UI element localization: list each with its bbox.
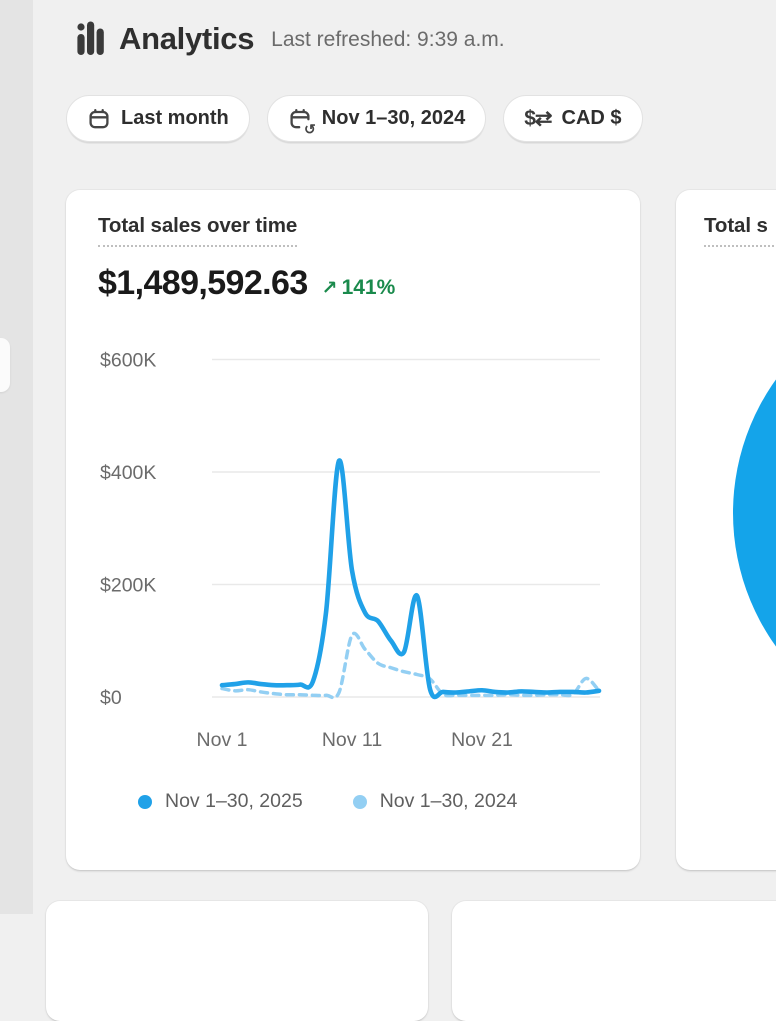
side-card-title[interactable]: Total s — [704, 214, 776, 247]
svg-text:Nov 11: Nov 11 — [322, 729, 382, 751]
currency-button[interactable]: $⇄ CAD $ — [503, 95, 643, 142]
legend-label-previous: Nov 1–30, 2024 — [379, 790, 518, 812]
drawer-handle[interactable] — [0, 338, 10, 392]
date-range-label: Last month — [121, 107, 229, 129]
delta-value: 141% — [341, 276, 396, 299]
left-edge-strip — [0, 0, 33, 914]
currency-label: CAD $ — [561, 107, 622, 129]
svg-text:$400K: $400K — [100, 462, 156, 484]
calendar-compare-icon: ↺ — [288, 107, 317, 137]
calendar-icon — [87, 107, 111, 131]
page-title: Analytics — [119, 20, 255, 56]
total-sales-card: Total sales over time $1,489,592.63 ↗ 14… — [66, 190, 640, 870]
sales-delta-badge: ↗ 141% — [322, 276, 396, 300]
filter-bar: Last month ↺ Nov 1–30, 2024 $⇄ CAD $ — [66, 95, 643, 142]
compare-curl-glyph: ↺ — [303, 120, 317, 137]
svg-text:Nov 21: Nov 21 — [451, 729, 513, 751]
page-header: Analytics Last refreshed: 9:39 a.m. — [76, 20, 505, 57]
legend-dot-previous — [352, 794, 367, 809]
analytics-bar-chart-icon — [77, 21, 104, 55]
bottom-card-left — [46, 901, 428, 1021]
sales-card-title[interactable]: Total sales over time — [98, 214, 297, 247]
legend-item-current: Nov 1–30, 2025 — [138, 790, 303, 813]
sales-metric: $1,489,592.63 ↗ 141% — [98, 264, 395, 303]
svg-text:Nov 1: Nov 1 — [197, 729, 248, 751]
side-card: Total s — [676, 190, 776, 870]
sales-line-chart[interactable]: $600K $400K $200K $0 Nov 1 Nov 11 Nov 21 — [66, 330, 640, 800]
legend-label-current: Nov 1–30, 2025 — [165, 790, 303, 812]
total-sales-value: $1,489,592.63 — [98, 264, 308, 302]
pie-chart-slice[interactable] — [733, 284, 776, 742]
legend-item-previous: Nov 1–30, 2024 — [352, 790, 518, 813]
bottom-card-right — [452, 901, 776, 1021]
compare-range-label: Nov 1–30, 2024 — [321, 107, 466, 129]
delta-up-arrow-icon: ↗ — [321, 278, 338, 299]
svg-text:$200K: $200K — [100, 575, 156, 597]
currency-exchange-icon: $⇄ — [524, 107, 552, 130]
svg-text:$600K: $600K — [100, 350, 156, 372]
svg-text:$0: $0 — [100, 687, 122, 709]
compare-range-button[interactable]: ↺ Nov 1–30, 2024 — [266, 95, 487, 142]
last-refreshed-text: Last refreshed: 9:39 a.m. — [271, 28, 505, 51]
chart-legend: Nov 1–30, 2025 Nov 1–30, 2024 — [138, 790, 517, 813]
legend-dot-current — [138, 794, 152, 809]
date-range-button[interactable]: Last month — [66, 95, 250, 142]
